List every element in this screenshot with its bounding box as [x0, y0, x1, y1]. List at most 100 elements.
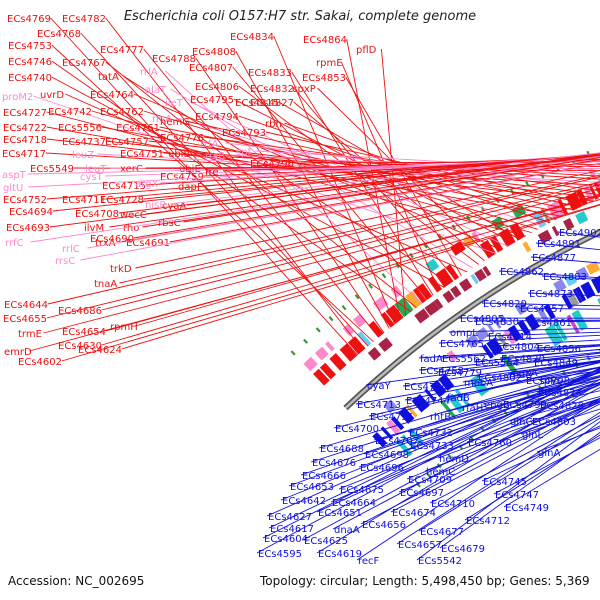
- reverse-gene-leader-line: [288, 371, 600, 487]
- reverse-gene-leader-line: [493, 437, 600, 495]
- reverse-gene-leader-line: [356, 398, 600, 561]
- feature-block: [465, 333, 480, 349]
- forward-gene-leader-line: [46, 111, 526, 237]
- rna-gene-leader-line: [87, 159, 600, 249]
- forward-cds-arrow: [385, 304, 404, 324]
- reverse-gene-label: ECs4657: [398, 540, 442, 551]
- reverse-gene-leader-line: [418, 345, 600, 359]
- reverse-gene-label: fadB: [447, 393, 470, 404]
- rna-gene-leader-line: [80, 163, 600, 261]
- reverse-gene-label: ECs4862: [500, 267, 544, 278]
- rna-gene-leader-line: [105, 159, 600, 177]
- reverse-gene-label: ECs4710: [431, 499, 475, 510]
- forward-gene-leader-line: [284, 122, 557, 220]
- forward-gene-label: ECs4602: [18, 357, 62, 368]
- feature-block: [474, 327, 490, 342]
- reverse-gene-label: ECs4902: [559, 228, 600, 239]
- forward-gene-label: ECs4718: [3, 135, 47, 146]
- forward-gene-leader-line: [183, 157, 600, 223]
- forward-gene-leader-line: [101, 199, 600, 346]
- reverse-gene-label: ECs4765: [440, 339, 484, 350]
- feature-block: [462, 234, 475, 248]
- forward-gene-leader-line: [45, 152, 600, 186]
- rna-gene-leader-line: [28, 156, 600, 188]
- forward-gene-label: ECs4715: [102, 181, 146, 192]
- forward-gene-label: ECs4717: [2, 149, 46, 160]
- forward-gene-label: wecC: [120, 210, 147, 221]
- reverse-cds-arrow: [405, 404, 418, 418]
- reverse-gene-leader-line: [408, 381, 600, 446]
- rna-gene-leader-line: [30, 155, 600, 243]
- forward-gene-label: ECs4827: [250, 98, 294, 109]
- feature-block: [474, 268, 487, 282]
- rna-gene-label: leuZ: [72, 150, 94, 161]
- rna-gene-label: hisR: [145, 200, 166, 211]
- forward-gene-label: ubiE: [179, 164, 201, 175]
- reverse-gene-label: rhtB: [430, 412, 451, 423]
- forward-gene-label: ECs4711: [62, 195, 106, 206]
- reverse-gene-label: ECs4625: [304, 536, 348, 547]
- forward-gene-label: tnaA: [94, 279, 117, 290]
- feature-block: [442, 290, 455, 304]
- forward-cds-arrow: [319, 362, 337, 380]
- forward-gene-label: ECs4759: [160, 172, 204, 183]
- reverse-gene-label: ECs4861: [528, 318, 572, 329]
- forward-gene-label: uvrD: [40, 90, 64, 101]
- forward-gene-label: hemG: [160, 117, 190, 128]
- feature-block: [353, 314, 367, 328]
- reverse-gene-label: ECs4804: [496, 342, 540, 353]
- scale-tick-mark: [381, 273, 387, 279]
- reverse-cds-arrow: [386, 419, 401, 435]
- scale-tick-mark: [409, 252, 414, 259]
- reverse-gene-label: hemC: [426, 467, 455, 478]
- forward-gene-label: ECs4644: [4, 300, 48, 311]
- reverse-gene-label: ECs4779: [438, 368, 482, 379]
- reverse-gene-leader-line: [437, 398, 600, 459]
- feature-block: [537, 229, 553, 244]
- scale-tick-mark: [315, 327, 321, 333]
- feature-block: [314, 346, 329, 361]
- forward-gene-label: ECs4691: [126, 238, 170, 249]
- forward-gene-label: ECs4742: [48, 107, 92, 118]
- forward-cds-arrow: [313, 368, 330, 386]
- forward-gene-label: ECs4769: [7, 14, 51, 25]
- feature-block: [522, 241, 532, 253]
- forward-gene-label: ECs4753: [8, 41, 52, 52]
- reverse-cds-arrow: [580, 281, 596, 300]
- forward-gene-leader-line: [29, 195, 600, 352]
- reverse-gene-label: ECs4709: [408, 475, 452, 486]
- reverse-gene-label: ECs4604: [264, 534, 308, 545]
- feature-block: [482, 265, 492, 277]
- rna-gene-label: gltU: [3, 183, 23, 194]
- forward-cds-arrow: [380, 311, 395, 328]
- forward-gene-label: ECs4767: [62, 58, 106, 69]
- reverse-gene-leader-line: [464, 434, 600, 521]
- forward-gene-label: ECs4740: [8, 73, 52, 84]
- forward-cds-arrow: [445, 264, 460, 281]
- reverse-gene-leader-line: [316, 381, 600, 513]
- reverse-gene-label: ECs4760: [468, 438, 512, 449]
- map-title: Escherichia coli O157:H7 str. Sakai, com…: [123, 9, 477, 24]
- accession-text: Accession: NC_002695: [8, 574, 145, 588]
- reverse-gene-label: ECs4696: [360, 463, 404, 474]
- reverse-gene-label: ECs4712: [466, 516, 510, 527]
- reverse-gene-leader-line: [355, 360, 600, 405]
- reverse-cds-arrow: [390, 416, 405, 431]
- reverse-gene-label: ECs5562: [442, 354, 486, 365]
- feature-block: [459, 278, 473, 292]
- reverse-gene-label: fadA: [420, 354, 443, 365]
- forward-cds-arrow: [339, 343, 358, 362]
- forward-gene-leader-line: [51, 44, 374, 343]
- rna-gene-label: rrfC: [5, 238, 24, 249]
- reverse-gene-label: ECs4713: [357, 400, 401, 411]
- forward-gene-label: ECs4777: [100, 45, 144, 56]
- forward-gene-label: ECs5556: [58, 123, 102, 134]
- rna-gene-label: rrsA: [152, 114, 172, 125]
- reverse-gene-label: ECs4824: [538, 388, 582, 399]
- rna-gene-label: rrlC: [62, 244, 80, 255]
- genome-stats-text: Topology: circular; Length: 5,498,450 bp…: [260, 574, 590, 588]
- forward-gene-label: ECs4764: [90, 90, 134, 101]
- forward-gene-label: pflD: [356, 45, 377, 56]
- forward-cds-arrow: [347, 336, 366, 355]
